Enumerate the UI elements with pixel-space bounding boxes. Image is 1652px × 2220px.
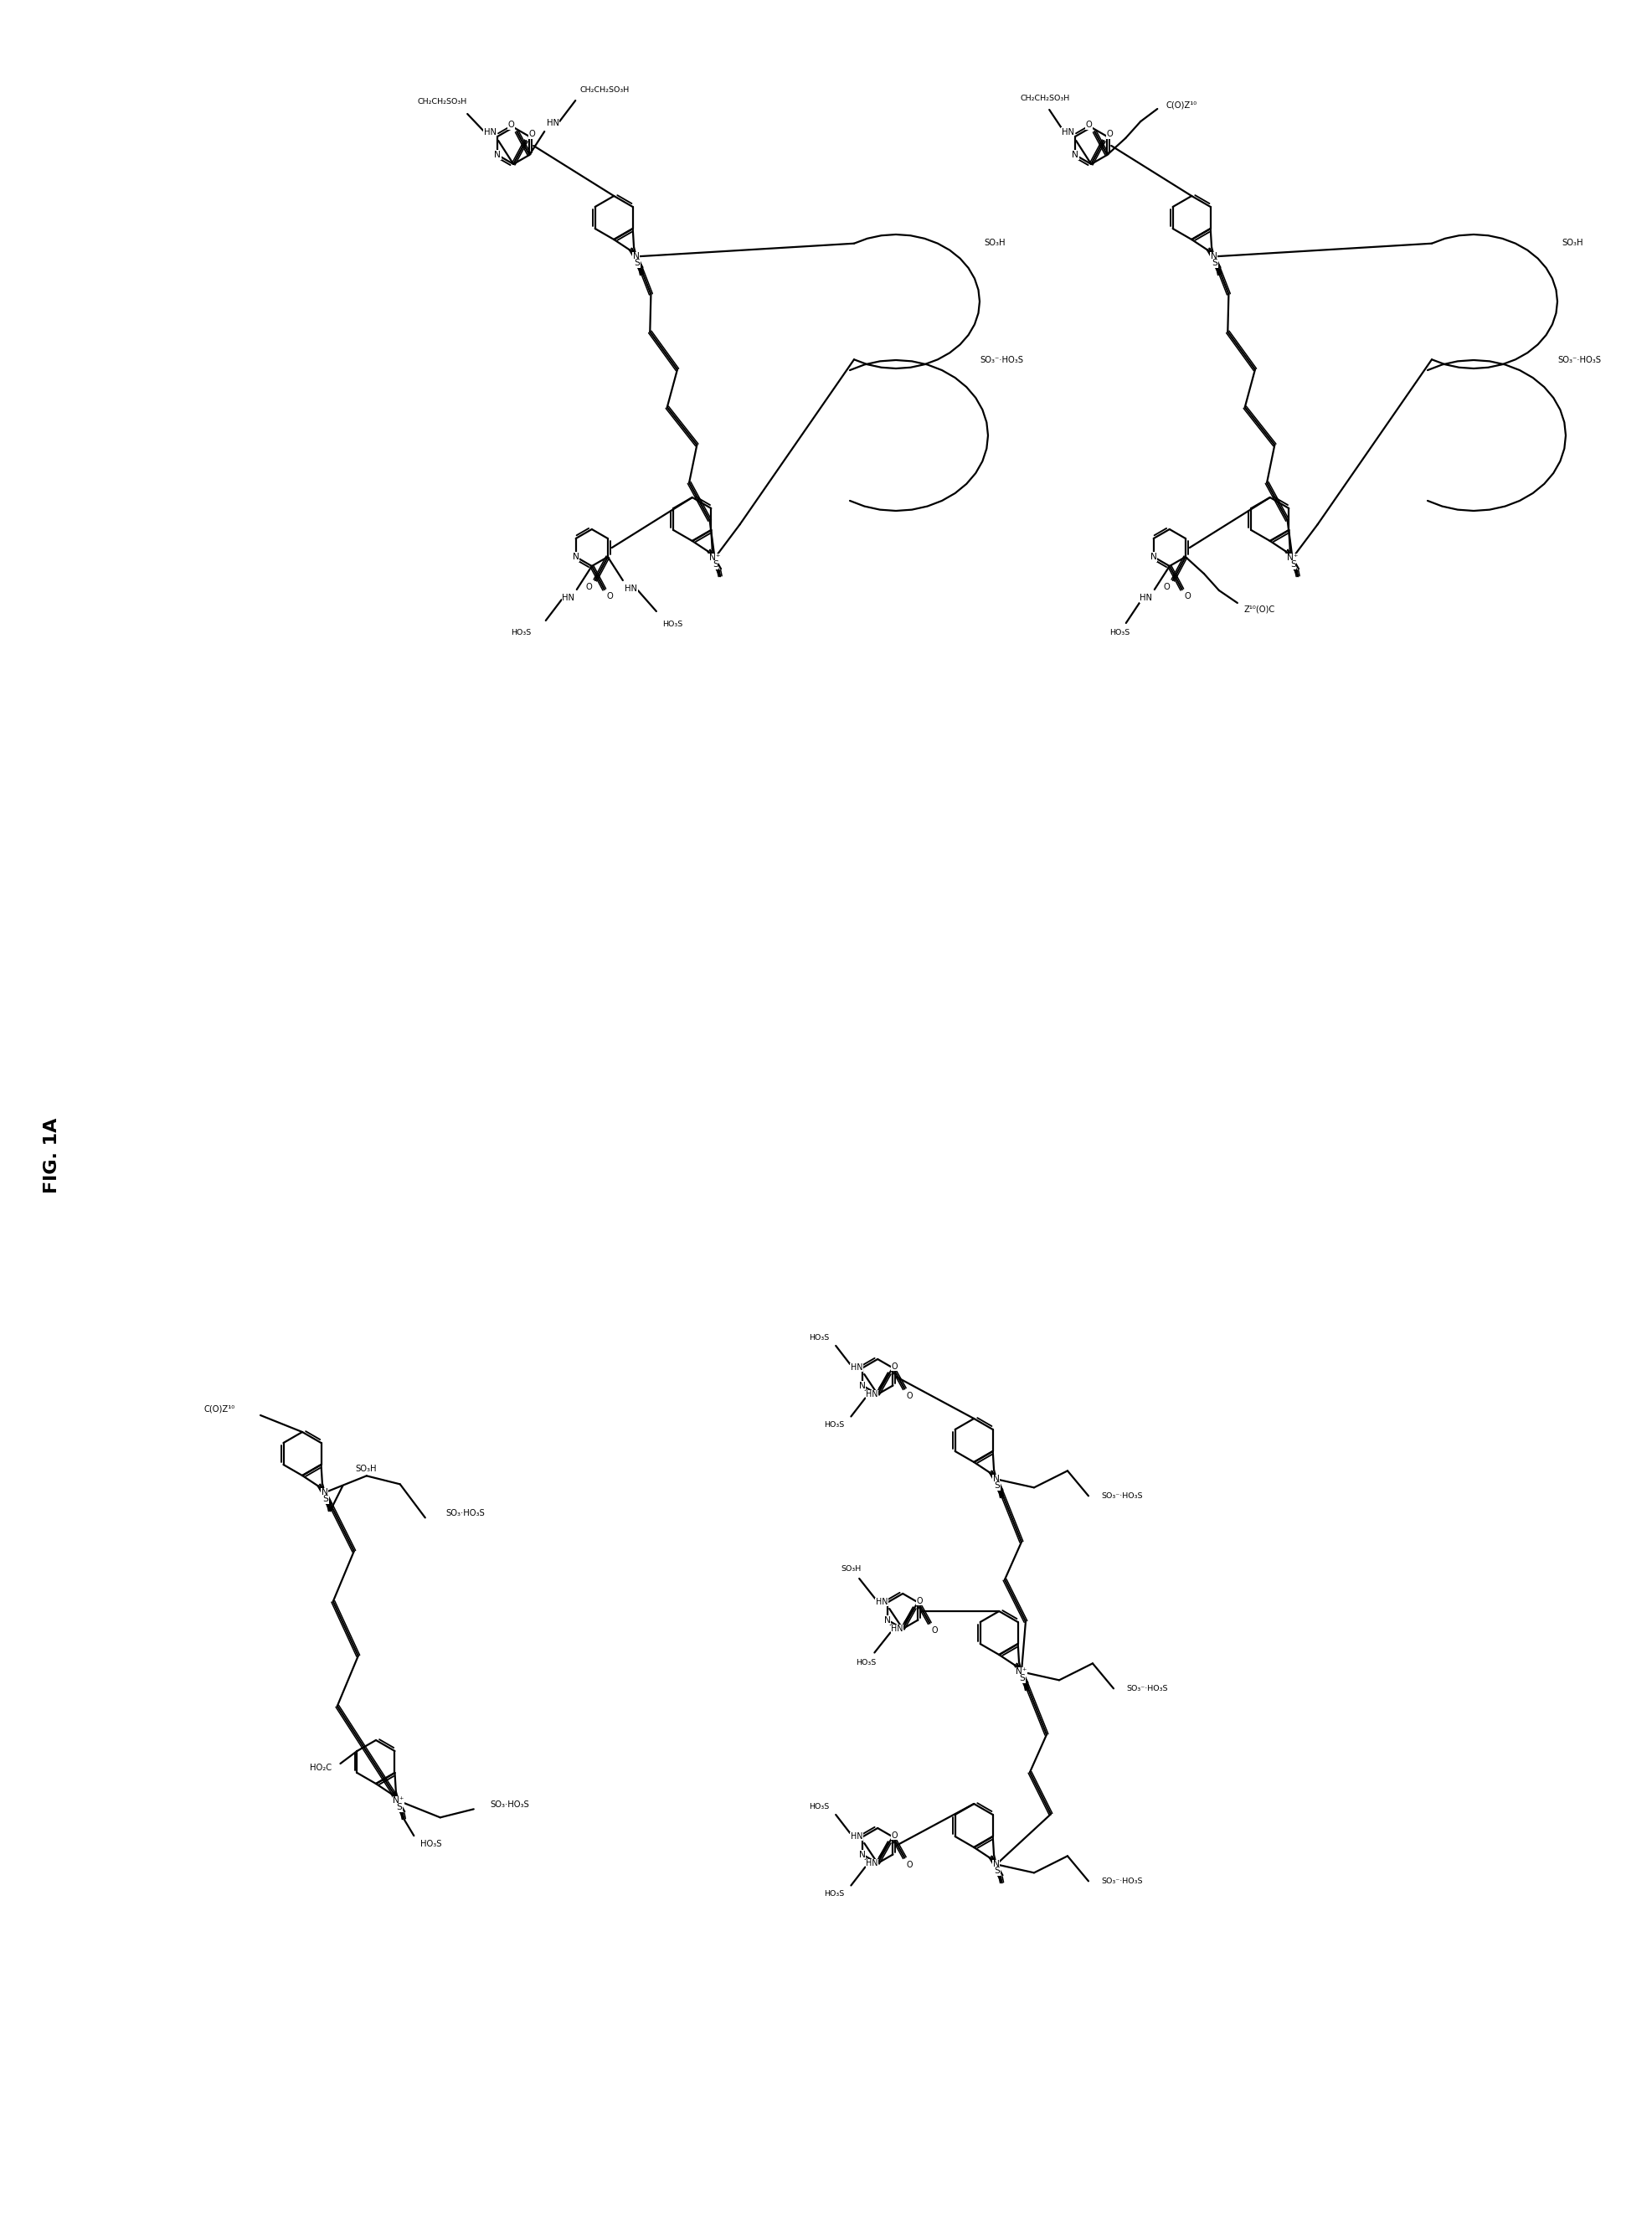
- Text: HN: HN: [1062, 129, 1074, 135]
- Text: HN: HN: [866, 1390, 877, 1399]
- Text: O: O: [606, 593, 613, 599]
- Text: HN: HN: [624, 584, 638, 593]
- Text: N: N: [1211, 253, 1218, 260]
- Text: N: N: [322, 1487, 329, 1496]
- Text: O: O: [932, 1625, 938, 1634]
- Text: S: S: [995, 1867, 999, 1876]
- Text: N: N: [494, 151, 501, 160]
- Text: S: S: [1019, 1674, 1024, 1683]
- Text: O: O: [529, 129, 535, 138]
- Text: O: O: [1085, 120, 1092, 129]
- Text: S: S: [1213, 260, 1218, 266]
- Text: FIG. 1A: FIG. 1A: [43, 1119, 59, 1194]
- Text: HN: HN: [1140, 593, 1153, 602]
- Text: C(O)Z¹⁰: C(O)Z¹⁰: [1166, 100, 1198, 109]
- Text: HO₃S: HO₃S: [510, 628, 530, 637]
- Text: N: N: [993, 1860, 999, 1869]
- Text: HN: HN: [866, 1860, 877, 1867]
- Text: O: O: [892, 1363, 897, 1372]
- Text: SO₃·HO₃S: SO₃·HO₃S: [446, 1510, 486, 1518]
- Text: N: N: [573, 553, 580, 562]
- Text: HN: HN: [851, 1831, 862, 1840]
- Text: HO₃S: HO₃S: [662, 619, 682, 628]
- Text: O: O: [507, 120, 514, 129]
- Text: O: O: [1184, 593, 1191, 599]
- Text: HN: HN: [851, 1363, 862, 1372]
- Text: HO₃S: HO₃S: [824, 1889, 844, 1898]
- Text: SO₃H: SO₃H: [841, 1565, 861, 1572]
- Text: N⁺: N⁺: [1287, 553, 1298, 562]
- Text: O: O: [907, 1392, 914, 1401]
- Text: N⁺: N⁺: [1016, 1667, 1028, 1676]
- Text: HN: HN: [562, 593, 575, 602]
- Text: HN: HN: [547, 120, 558, 127]
- Text: CH₂CH₂SO₃H: CH₂CH₂SO₃H: [1021, 95, 1070, 102]
- Text: O: O: [1163, 584, 1170, 591]
- Text: N: N: [859, 1381, 866, 1390]
- Text: SO₃⁻·HO₃S: SO₃⁻·HO₃S: [1100, 1492, 1143, 1501]
- Text: S: S: [396, 1803, 401, 1812]
- Text: SO₃⁻·HO₃S: SO₃⁻·HO₃S: [1100, 1878, 1143, 1885]
- Text: S: S: [634, 260, 639, 266]
- Text: N⁺: N⁺: [709, 553, 720, 562]
- Text: SO₃H: SO₃H: [985, 240, 1004, 246]
- Text: SO₃⁻·HO₃S: SO₃⁻·HO₃S: [1558, 355, 1601, 364]
- Text: O: O: [1107, 129, 1113, 138]
- Text: CH₂CH₂SO₃H: CH₂CH₂SO₃H: [418, 98, 468, 104]
- Text: N: N: [1072, 151, 1079, 160]
- Text: HO₃S: HO₃S: [421, 1840, 443, 1849]
- Text: S: S: [712, 559, 719, 568]
- Text: N: N: [884, 1616, 890, 1625]
- Text: S: S: [1290, 559, 1297, 568]
- Text: SO₃H: SO₃H: [355, 1465, 377, 1474]
- Text: O: O: [917, 1596, 923, 1605]
- Text: S: S: [322, 1494, 329, 1503]
- Text: SO₃·HO₃S: SO₃·HO₃S: [491, 1800, 530, 1809]
- Text: Z¹⁰(O)C: Z¹⁰(O)C: [1244, 604, 1275, 613]
- Text: HN: HN: [484, 129, 496, 135]
- Text: S: S: [995, 1481, 999, 1490]
- Text: HN: HN: [890, 1625, 904, 1634]
- Text: O: O: [586, 584, 593, 591]
- Text: O: O: [892, 1831, 897, 1840]
- Text: HO₃S: HO₃S: [809, 1803, 829, 1809]
- Text: N: N: [993, 1474, 999, 1483]
- Text: HO₃S: HO₃S: [809, 1334, 829, 1341]
- Text: N: N: [1150, 553, 1156, 562]
- Text: N: N: [633, 253, 639, 260]
- Text: CH₂CH₂SO₃H: CH₂CH₂SO₃H: [580, 87, 629, 93]
- Text: HO₃S: HO₃S: [856, 1658, 876, 1667]
- Text: N⁺: N⁺: [393, 1796, 405, 1805]
- Text: SO₃⁻·HO₃S: SO₃⁻·HO₃S: [980, 355, 1023, 364]
- Text: HO₂C: HO₂C: [311, 1763, 332, 1772]
- Text: HN: HN: [876, 1598, 887, 1607]
- Text: HO₃S: HO₃S: [824, 1421, 844, 1430]
- Text: HO₃S: HO₃S: [1108, 628, 1130, 637]
- Text: SO₃H: SO₃H: [1561, 240, 1583, 246]
- Text: SO₃⁻·HO₃S: SO₃⁻·HO₃S: [1127, 1685, 1168, 1692]
- Text: C(O)Z¹⁰: C(O)Z¹⁰: [205, 1405, 235, 1412]
- Text: N: N: [859, 1849, 866, 1858]
- Text: O: O: [907, 1860, 914, 1869]
